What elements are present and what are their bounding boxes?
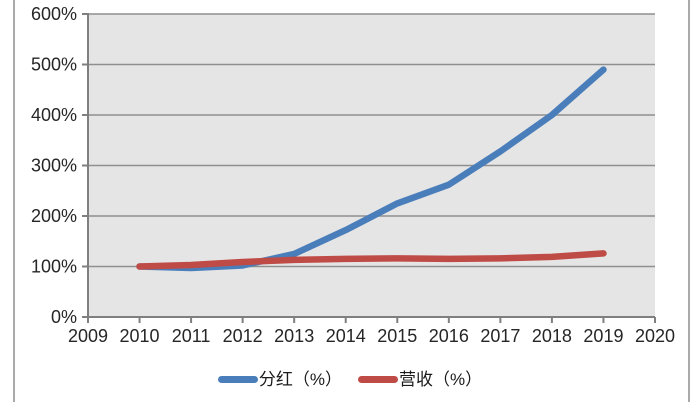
y-tick-label: 400% — [31, 105, 77, 125]
x-tick-label: 2013 — [274, 326, 314, 346]
legend-label-fenhong: 分红（%） — [258, 369, 342, 389]
y-tick-label: 600% — [31, 4, 77, 24]
x-tick-label: 2016 — [429, 326, 469, 346]
x-tick-label: 2015 — [377, 326, 417, 346]
x-tick-label: 2014 — [326, 326, 366, 346]
y-tick-label: 100% — [31, 257, 77, 277]
x-tick-label: 2018 — [532, 326, 572, 346]
series-line-yingshou — [136, 250, 607, 270]
y-tick-label: 500% — [31, 55, 77, 75]
x-tick-label: 2017 — [480, 326, 520, 346]
legend-item-fenhong: 分红（%） — [217, 369, 342, 389]
legend-swatch-yingshou — [358, 375, 398, 383]
legend-item-yingshou: 营收（%） — [358, 371, 482, 388]
legend-label-yingshou: 营收（%） — [399, 369, 483, 389]
y-tick-label: 200% — [31, 206, 77, 226]
right-border-line — [688, 0, 690, 402]
y-tick-label: 300% — [31, 156, 77, 176]
x-tick-label: 2009 — [68, 326, 108, 346]
x-tick-label: 2012 — [223, 326, 263, 346]
chart-legend: 分红（%） 营收（%） — [0, 364, 700, 394]
legend-swatch-fenhong — [217, 375, 258, 383]
x-tick-label: 2010 — [120, 326, 160, 346]
y-tick-label: 0% — [51, 307, 77, 327]
x-tick-label: 2011 — [172, 326, 211, 346]
x-tick-label: 2019 — [583, 326, 623, 346]
x-tick-label: 2020 — [635, 326, 675, 346]
left-border-line — [13, 0, 15, 402]
